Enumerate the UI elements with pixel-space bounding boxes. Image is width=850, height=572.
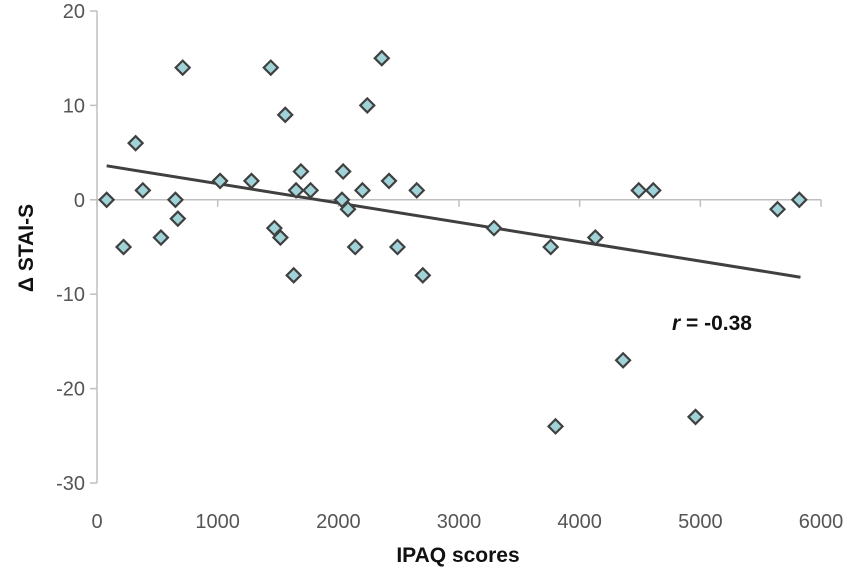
x-tick-labels: 0 1000 2000 3000 4000 5000 6000 — [91, 511, 843, 533]
x-axis-title: IPAQ scores — [396, 544, 519, 567]
axes — [90, 10, 822, 484]
data-points — [98, 49, 808, 435]
x-tick-label: 2000 — [316, 511, 361, 533]
y-tick-label: 0 — [74, 190, 85, 212]
data-point — [127, 134, 145, 152]
data-point — [614, 351, 632, 369]
x-tick-label: 5000 — [678, 511, 723, 533]
r-symbol: r — [672, 312, 682, 335]
data-point — [644, 181, 662, 199]
data-point — [292, 162, 310, 181]
data-point — [408, 181, 426, 199]
data-point — [358, 96, 376, 114]
data-point — [134, 181, 152, 199]
correlation-annotation: r = -0.38 — [672, 312, 752, 335]
data-point — [586, 229, 604, 247]
data-point — [790, 191, 808, 209]
y-tick-label: -20 — [56, 379, 85, 401]
data-point — [166, 191, 184, 209]
data-point — [542, 238, 560, 256]
x-tick-label: 0 — [91, 511, 102, 533]
data-point — [630, 181, 648, 199]
data-point — [242, 172, 261, 190]
data-point — [169, 210, 187, 228]
trendline-group — [106, 164, 801, 279]
data-point — [152, 229, 170, 247]
y-tick-label: -30 — [56, 473, 85, 495]
data-point — [769, 200, 787, 218]
data-point — [339, 200, 357, 218]
data-point — [485, 219, 503, 237]
x-tick-label: 3000 — [437, 511, 482, 533]
y-tick-labels: 20 10 0 -10 -20 -30 — [56, 1, 85, 495]
data-point — [388, 238, 407, 256]
y-tick-label: 20 — [63, 1, 85, 23]
x-tick-label: 4000 — [557, 511, 602, 533]
data-point — [287, 181, 305, 199]
data-point — [414, 266, 432, 284]
data-point — [114, 238, 133, 256]
data-point — [353, 181, 372, 199]
data-point — [174, 59, 192, 77]
data-point — [302, 181, 320, 199]
data-point — [334, 162, 352, 181]
data-point — [276, 106, 294, 124]
x-tick-label: 1000 — [195, 511, 240, 533]
data-point — [380, 172, 398, 190]
data-point — [546, 417, 565, 435]
data-point — [98, 191, 116, 209]
x-tick-label: 6000 — [799, 511, 844, 533]
data-point — [211, 172, 229, 190]
data-point — [373, 49, 391, 67]
data-point — [346, 238, 364, 256]
trendline — [106, 164, 801, 279]
data-point — [285, 266, 303, 284]
data-point — [271, 229, 289, 247]
r-value: = -0.38 — [680, 312, 752, 335]
y-axis-title: Δ STAI-S — [15, 204, 38, 292]
data-point — [262, 59, 280, 77]
y-tick-label: 10 — [63, 95, 85, 117]
data-point — [686, 408, 705, 426]
y-tick-label: -10 — [56, 284, 85, 306]
